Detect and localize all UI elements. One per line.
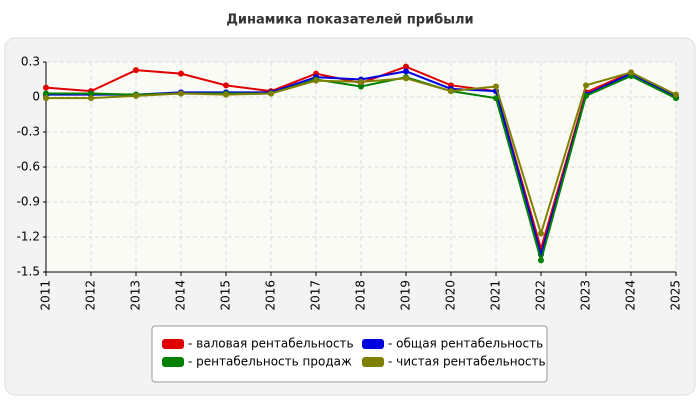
x-tick-label: 2024 [624, 280, 638, 311]
y-tick-label: -0.3 [17, 125, 40, 139]
data-point [493, 95, 499, 102]
x-tick-label: 2023 [579, 280, 593, 311]
legend-swatch [362, 357, 384, 367]
data-point [43, 84, 49, 91]
data-point [223, 82, 229, 89]
y-tick-label: -1.2 [17, 230, 40, 244]
legend-label: - валовая рентабельность [188, 337, 354, 351]
legend-swatch [162, 357, 184, 367]
data-point [43, 95, 49, 102]
x-tick-label: 2014 [174, 280, 188, 311]
chart-title: Динамика показателей прибыли [226, 13, 473, 28]
x-tick-label: 2025 [669, 280, 683, 311]
legend-label: - рентабельность продаж [188, 355, 352, 369]
data-point [43, 90, 49, 97]
data-point [403, 68, 409, 75]
data-point [538, 230, 544, 237]
data-point [538, 257, 544, 264]
data-point [403, 63, 409, 70]
data-point [178, 90, 184, 97]
x-tick-label: 2017 [309, 280, 323, 311]
x-tick-label: 2016 [264, 280, 278, 311]
data-point [493, 83, 499, 90]
data-point [628, 69, 634, 76]
x-tick-label: 2013 [129, 280, 143, 311]
y-tick-label: -0.9 [17, 195, 40, 209]
data-point [358, 83, 364, 90]
data-point [448, 88, 454, 95]
legend-label: - чистая рентабельность [388, 355, 546, 369]
data-point [403, 75, 409, 82]
data-point [223, 91, 229, 98]
x-tick-label: 2012 [84, 280, 98, 311]
data-point [673, 91, 679, 98]
x-tick-label: 2015 [219, 280, 233, 311]
y-tick-label: 0 [32, 90, 40, 104]
legend-label: - общая рентабельность [388, 337, 543, 351]
x-tick-label: 2011 [39, 280, 53, 311]
data-point [268, 90, 274, 97]
data-point [88, 95, 94, 102]
data-point [358, 78, 364, 85]
data-point [133, 67, 139, 74]
data-point [313, 77, 319, 84]
data-point [178, 70, 184, 77]
data-point [133, 92, 139, 99]
y-tick-label: -1.5 [17, 265, 40, 279]
legend-swatch [362, 339, 384, 349]
legend [151, 325, 548, 383]
x-tick-label: 2021 [489, 280, 503, 311]
data-point [583, 92, 589, 99]
data-point [583, 82, 589, 89]
data-point [88, 90, 94, 97]
y-tick-label: -0.6 [17, 160, 40, 174]
legend-swatch [162, 339, 184, 349]
x-tick-label: 2022 [534, 280, 548, 311]
x-tick-label: 2018 [354, 280, 368, 311]
x-tick-label: 2020 [444, 280, 458, 311]
x-tick-label: 2019 [399, 280, 413, 311]
y-tick-label: 0.3 [21, 55, 40, 69]
